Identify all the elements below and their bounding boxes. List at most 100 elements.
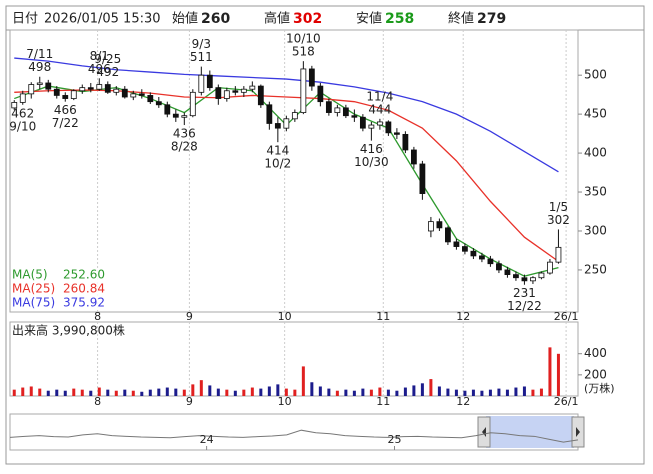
volume-bar bbox=[556, 353, 560, 396]
annotation-date: 9/3 bbox=[192, 37, 211, 51]
candle-body bbox=[402, 133, 409, 151]
volume-bar bbox=[352, 390, 356, 396]
candle-body bbox=[266, 104, 273, 124]
y-tick-label: 400 bbox=[584, 146, 607, 160]
annotation-date: 12/22 bbox=[507, 299, 542, 313]
volume-bar bbox=[191, 384, 195, 396]
candle-body bbox=[445, 227, 451, 243]
volume-bar bbox=[72, 388, 76, 396]
candle-body bbox=[453, 241, 460, 247]
volume-bar bbox=[318, 386, 322, 396]
x-tick-label: 11 bbox=[376, 310, 390, 323]
y-tick-label: 500 bbox=[584, 68, 607, 82]
volume-bar bbox=[233, 390, 237, 396]
candle-body bbox=[96, 84, 103, 90]
price-panel bbox=[9, 29, 579, 313]
volume-bar bbox=[412, 385, 416, 396]
volume-bar bbox=[80, 389, 84, 396]
volume-bar bbox=[310, 382, 314, 396]
volume-bar bbox=[165, 387, 169, 396]
x-tick-label: 8 bbox=[94, 310, 101, 323]
volume-bar bbox=[335, 390, 339, 396]
candle-body bbox=[317, 85, 324, 103]
legend-value: 260.84 bbox=[63, 282, 105, 296]
volume-bar bbox=[471, 389, 475, 396]
x-tick-label: 10 bbox=[278, 395, 292, 408]
volume-bar bbox=[497, 388, 501, 396]
volume-bar bbox=[369, 389, 373, 396]
annotation-value: 498 bbox=[28, 60, 51, 74]
annotation-date: 8/1 bbox=[90, 49, 109, 63]
candle-body bbox=[223, 90, 230, 99]
volume-bar bbox=[539, 388, 543, 396]
candle-body bbox=[462, 246, 468, 252]
candle-body bbox=[342, 107, 349, 117]
annotation-date: 10/2 bbox=[264, 157, 291, 171]
candle-body bbox=[70, 90, 77, 99]
annotation-value: 466 bbox=[54, 103, 77, 117]
y-tick-label: 350 bbox=[584, 185, 607, 199]
navigator-label: 24 bbox=[200, 433, 214, 446]
volume-bar bbox=[437, 386, 441, 396]
annotation-date: 7/11 bbox=[26, 47, 53, 61]
volume-bar bbox=[182, 389, 186, 396]
annotation-value: 436 bbox=[173, 127, 196, 141]
volume-bar bbox=[429, 379, 433, 396]
annotation-value: 462 bbox=[11, 106, 34, 120]
candle-body bbox=[240, 88, 247, 93]
x-tick-label: 12 bbox=[456, 310, 470, 323]
volume-bar bbox=[250, 387, 254, 396]
candle-body bbox=[530, 277, 536, 282]
candle-body bbox=[419, 163, 426, 194]
candle-body bbox=[385, 121, 392, 134]
close-value: 279 bbox=[477, 11, 506, 27]
legend-box bbox=[11, 268, 107, 310]
volume-bar bbox=[123, 389, 127, 396]
volume-bar bbox=[97, 387, 101, 396]
right-arrow bbox=[576, 427, 580, 437]
x-tick-label: 26/1 bbox=[554, 395, 579, 408]
candle-body bbox=[155, 101, 162, 106]
volume-bar bbox=[463, 390, 467, 396]
y-tick-label: 250 bbox=[584, 262, 607, 276]
candle-body bbox=[334, 107, 341, 113]
candle-body bbox=[410, 149, 417, 165]
candle-body bbox=[198, 74, 205, 93]
x-tick-label: 10 bbox=[278, 310, 292, 323]
volume-unit: (万株) bbox=[584, 381, 615, 395]
legend-value: 375.92 bbox=[63, 296, 105, 310]
navigator-selection[interactable] bbox=[486, 416, 574, 448]
annotation-value: 231 bbox=[513, 286, 536, 300]
candle-body bbox=[28, 84, 35, 95]
volume-bar bbox=[114, 390, 118, 396]
x-tick-label: 9 bbox=[186, 310, 193, 323]
candle-body bbox=[113, 88, 120, 93]
candle-body bbox=[87, 87, 94, 90]
annotation-value: 416 bbox=[360, 142, 383, 156]
candle-body bbox=[538, 272, 545, 279]
close-label: 終値 bbox=[448, 11, 474, 27]
volume-bar bbox=[131, 390, 135, 396]
candle-body bbox=[393, 132, 400, 135]
candle-body bbox=[291, 112, 298, 120]
left-arrow bbox=[482, 427, 486, 437]
candle-body bbox=[274, 123, 281, 129]
candle-body bbox=[53, 88, 60, 96]
candle-body bbox=[206, 74, 213, 89]
candle-body bbox=[249, 85, 256, 90]
volume-bar bbox=[522, 386, 526, 396]
candle-body bbox=[11, 102, 18, 109]
y-tick-label: 400 bbox=[584, 346, 607, 360]
volume-bar bbox=[259, 388, 263, 396]
volume-bar bbox=[480, 390, 484, 396]
annotation-date: 1/5 bbox=[549, 200, 568, 214]
candle-body bbox=[257, 85, 264, 106]
annotation-value: 511 bbox=[190, 50, 213, 64]
candle-body bbox=[164, 104, 171, 115]
volume-bar bbox=[216, 388, 220, 396]
annotation-value: 302 bbox=[547, 213, 570, 227]
open-label: 始値 bbox=[172, 11, 198, 27]
candle-body bbox=[62, 95, 69, 99]
volume-title: 出来高 3,990,800株 bbox=[12, 323, 125, 338]
candle-body bbox=[19, 93, 26, 103]
